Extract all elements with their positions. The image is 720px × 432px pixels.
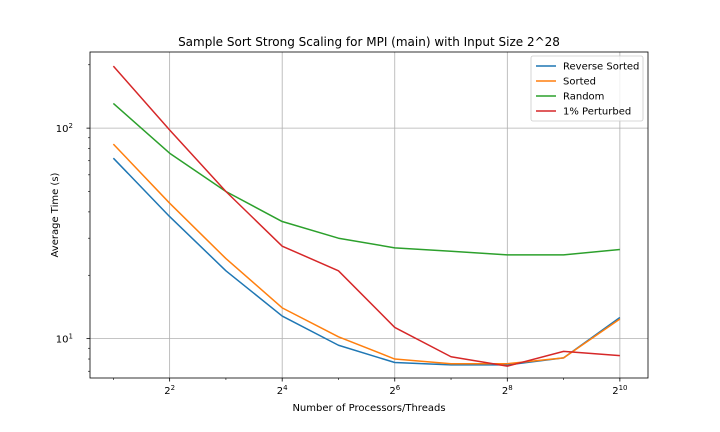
series-line-random	[112, 102, 620, 256]
y-axis-label: Average Time (s)	[50, 172, 61, 257]
x-axis: 22 24 26 28 210	[113, 378, 628, 397]
x-tick-label: 28	[502, 384, 513, 397]
series-line-sorted	[112, 143, 621, 365]
legend: Reverse Sorted Sorted Random 1% Perturbed	[530, 55, 644, 122]
series-line-1-perturbed	[112, 65, 620, 367]
x-tick-exponent: 10	[619, 384, 628, 392]
chart-title: Sample Sort Strong Scaling for MPI (main…	[178, 35, 560, 49]
legend-label: Reverse Sorted	[563, 62, 639, 73]
series-line-reverse-sorted	[112, 157, 621, 366]
y-tick-label: 101	[56, 333, 73, 346]
legend-label: 1% Perturbed	[563, 107, 631, 118]
x-tick-exponent: 6	[396, 384, 401, 392]
legend-label: Sorted	[563, 77, 596, 88]
x-tick-label: 210	[612, 384, 627, 397]
y-tick-exponent: 1	[69, 333, 73, 341]
y-tick-exponent: 2	[69, 122, 73, 130]
series-layer	[112, 65, 621, 367]
plot-area	[89, 51, 649, 379]
x-tick-exponent: 2	[171, 384, 175, 392]
legend-label: Random	[563, 92, 604, 103]
legend-box	[530, 55, 644, 122]
x-tick-exponent: 8	[508, 384, 512, 392]
y-tick-label: 102	[56, 122, 73, 135]
x-tick-label: 22	[164, 384, 175, 397]
x-tick-exponent: 4	[283, 384, 288, 392]
x-tick-label: 24	[277, 384, 288, 397]
x-axis-label: Number of Processors/Threads	[292, 403, 445, 414]
x-tick-label: 26	[389, 384, 400, 397]
